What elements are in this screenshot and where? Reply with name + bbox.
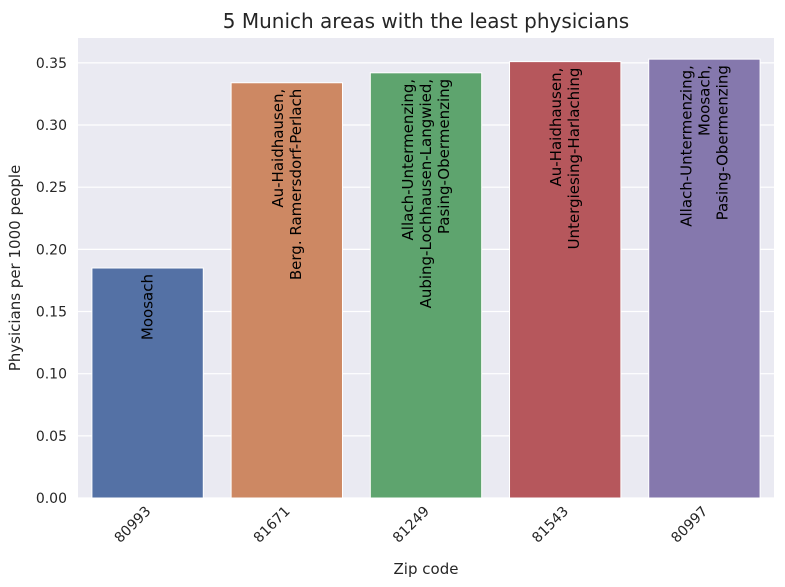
- bar-label: Au-Haidhausen, Berg. Ramersdorf-Perlach: [269, 89, 305, 280]
- x-tick-label: 80997: [668, 504, 711, 547]
- bar-label-line: Aubing-Lochhausen-Langwied,: [417, 79, 435, 309]
- bar-label-line: Moosach: [139, 274, 157, 340]
- bar-label-line: Untergiesing-Harlaching: [565, 68, 583, 250]
- bar-label-line: Allach-Untermenzing,: [399, 79, 417, 241]
- x-tick-label: 80993: [112, 504, 155, 547]
- bar-label: Au-Haidhausen, Untergiesing-Harlaching: [547, 68, 583, 250]
- y-tick-label: 0.10: [36, 367, 67, 383]
- x-tick-label: 81543: [529, 504, 572, 547]
- bar-label-line: Pasing-Obermenzing: [435, 79, 453, 234]
- bar: [509, 61, 622, 499]
- x-axis-label: Zip code: [394, 560, 459, 578]
- y-tick-label: 0.30: [36, 118, 67, 134]
- bar-label-line: Berg. Ramersdorf-Perlach: [287, 89, 305, 280]
- y-tick-label: 0.20: [36, 242, 67, 258]
- y-tick-label: 0.05: [36, 429, 67, 445]
- y-axis-ticks: 0.00 0.05 0.10 0.15 0.20 0.25 0.30 0.35: [36, 56, 67, 507]
- x-tick-label: 81249: [390, 504, 433, 547]
- x-tick-label: 81671: [251, 504, 294, 547]
- chart-title: 5 Munich areas with the least physicians: [223, 9, 629, 33]
- bar-label-line: Moosach,: [695, 65, 713, 136]
- bar-label-line: Allach-Untermenzing,: [677, 65, 695, 227]
- bar-label: Allach-Untermenzing, Moosach, Pasing-Oberm…: [677, 65, 731, 227]
- bar: [91, 267, 204, 499]
- bar: [648, 58, 761, 499]
- x-axis-ticks: 80993 81671 81249 81543 80997: [112, 504, 712, 547]
- y-axis-label: Physicians per 1000 people: [6, 165, 24, 372]
- bar-label: Moosach: [139, 274, 157, 340]
- y-tick-label: 0.35: [36, 56, 67, 72]
- bar: [369, 72, 483, 499]
- bars: [91, 58, 761, 499]
- bar-label: Allach-Untermenzing, Aubing-Lochhausen-La…: [399, 79, 453, 309]
- bar-label-line: Pasing-Obermenzing: [713, 65, 731, 220]
- bar-label-line: Au-Haidhausen,: [547, 68, 565, 187]
- y-tick-label: 0.25: [36, 180, 67, 196]
- bar-label-line: Au-Haidhausen,: [269, 89, 287, 208]
- y-tick-label: 0.00: [36, 491, 67, 507]
- y-tick-label: 0.15: [36, 305, 67, 321]
- bar: [230, 82, 343, 499]
